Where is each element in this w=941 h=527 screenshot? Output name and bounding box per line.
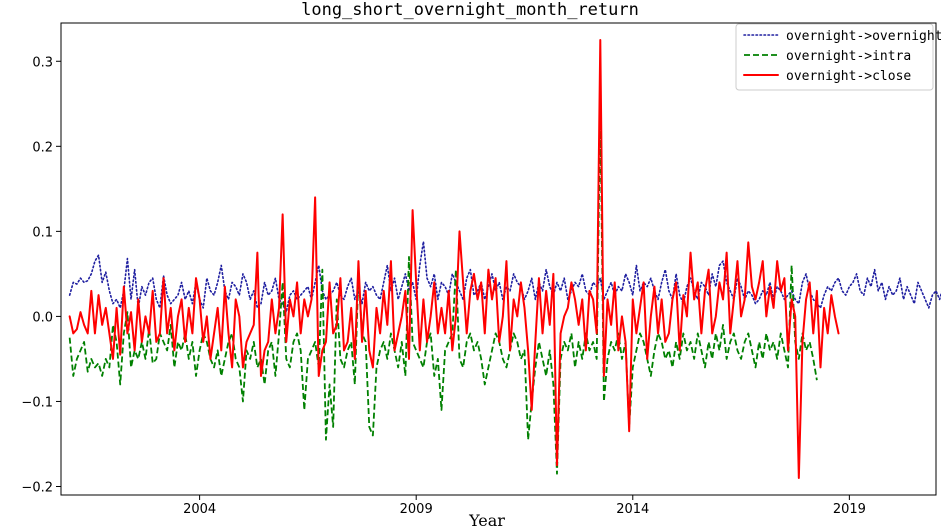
y-tick-label: 0.3 [32,55,53,70]
chart-title: long_short_overnight_month_return [301,0,639,20]
plot-area [60,22,937,496]
y-axis-ticks: −0.2 −0.1 0.0 0.1 0.2 0.3 [21,55,61,495]
y-tick-label: 0.1 [32,225,53,240]
x-tick-label: 2014 [616,502,649,517]
legend-box [735,23,934,91]
series-line-3 [68,39,840,479]
y-tick-label: 0.0 [32,310,53,325]
legend-label-3: overnight->close [786,69,911,84]
x-axis-ticks: 2004 2009 2014 2019 [183,495,866,517]
legend-label-1: overnight->overnight [786,29,941,44]
legend: overnight->overnight overnight->intra over… [735,23,941,91]
x-tick-label: 2009 [400,502,433,517]
y-tick-label: −0.2 [21,480,53,495]
legend-label-2: overnight->intra [786,49,911,64]
y-tick-label: 0.2 [32,140,53,155]
series-lines [68,39,941,479]
series-line-2 [68,107,818,475]
y-tick-label: −0.1 [21,395,53,410]
x-axis-label: Year [468,511,505,527]
x-tick-label: 2004 [183,502,216,517]
series-line-1 [68,240,941,313]
x-tick-label: 2019 [833,502,866,517]
